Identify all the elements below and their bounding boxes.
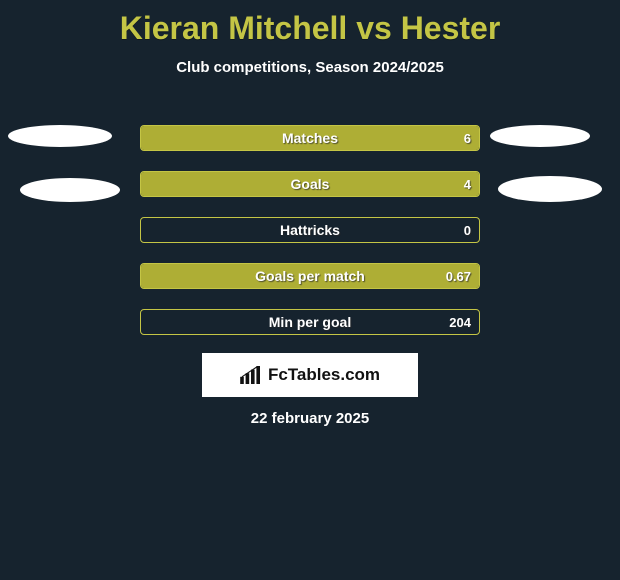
logo-box: FcTables.com bbox=[202, 353, 418, 397]
subtitle: Club competitions, Season 2024/2025 bbox=[0, 59, 620, 76]
stats-chart: Matches6Goals4Hattricks0Goals per match0… bbox=[140, 125, 480, 355]
player-photo-right-2 bbox=[498, 176, 602, 202]
stat-value: 4 bbox=[464, 172, 471, 196]
page-title: Kieran Mitchell vs Hester bbox=[0, 0, 620, 47]
stat-row: Goals4 bbox=[140, 171, 480, 197]
date-line: 22 february 2025 bbox=[0, 410, 620, 427]
player-photo-left-2 bbox=[20, 178, 120, 202]
stat-row: Min per goal204 bbox=[140, 309, 480, 335]
stat-value: 6 bbox=[464, 126, 471, 150]
stat-row: Goals per match0.67 bbox=[140, 263, 480, 289]
bar-chart-icon bbox=[240, 366, 262, 384]
stat-value: 204 bbox=[449, 310, 471, 334]
player-photo-left-1 bbox=[8, 125, 112, 147]
stat-row: Hattricks0 bbox=[140, 217, 480, 243]
logo-text: FcTables.com bbox=[268, 365, 380, 385]
stat-label: Goals per match bbox=[141, 264, 479, 288]
stat-label: Hattricks bbox=[141, 218, 479, 242]
stat-label: Goals bbox=[141, 172, 479, 196]
stat-value: 0 bbox=[464, 218, 471, 242]
player-photo-right-1 bbox=[490, 125, 590, 147]
stat-label: Matches bbox=[141, 126, 479, 150]
stat-label: Min per goal bbox=[141, 310, 479, 334]
stat-row: Matches6 bbox=[140, 125, 480, 151]
stat-value: 0.67 bbox=[446, 264, 471, 288]
